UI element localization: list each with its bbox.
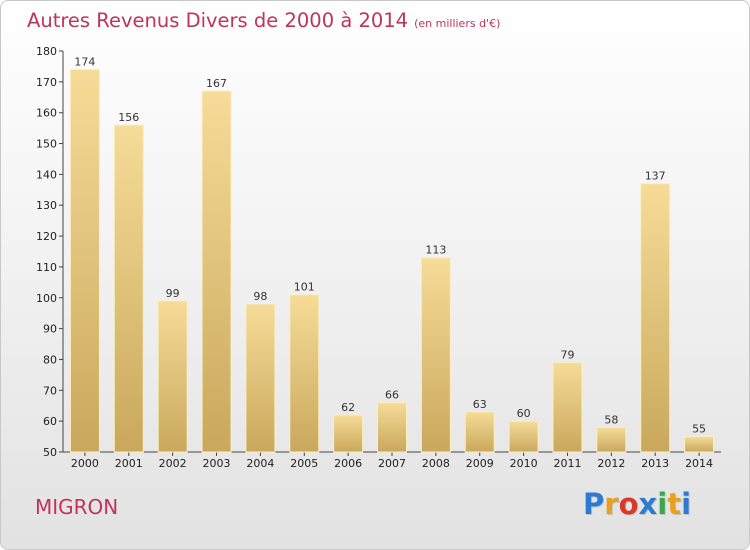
bar [420, 257, 451, 453]
logo-letter: x [638, 487, 658, 521]
bar [508, 420, 539, 453]
x-tick-label: 2001 [115, 457, 143, 470]
x-tick-label: 2010 [510, 457, 538, 470]
logo-letter: o [618, 487, 639, 521]
location-name: MIGRON [35, 495, 119, 519]
y-tick-label: 90 [43, 323, 57, 336]
y-tick-label: 120 [36, 230, 57, 243]
y-tick-label: 70 [43, 384, 57, 397]
bar-value-label: 167 [206, 77, 227, 90]
x-tick-label: 2011 [553, 457, 581, 470]
logo-letter: t [667, 487, 682, 521]
x-tick-label: 2006 [334, 457, 362, 470]
chart-subtitle: (en milliers d'€) [414, 17, 501, 30]
chart-title: Autres Revenus Divers de 2000 à 2014 (en … [27, 9, 500, 32]
x-tick-label: 2005 [290, 457, 318, 470]
bar-value-label: 99 [166, 287, 180, 300]
bar [245, 303, 276, 453]
chart-title-text: Autres Revenus Divers de 2000 à 2014 [27, 9, 409, 32]
bar-value-label: 58 [604, 413, 618, 426]
bar-value-label: 137 [645, 170, 666, 183]
x-tick-label: 2009 [466, 457, 494, 470]
bar [684, 436, 715, 453]
logo-letter: i [657, 487, 668, 521]
bar-value-label: 63 [473, 398, 487, 411]
bar [157, 300, 188, 453]
logo-letter: i [681, 487, 692, 521]
bar [552, 362, 583, 453]
y-tick-label: 170 [36, 76, 57, 89]
bar [69, 69, 100, 453]
bar [201, 90, 232, 453]
bar [377, 402, 407, 453]
bar-value-label: 66 [385, 389, 399, 402]
bar [464, 411, 495, 453]
bar [640, 183, 671, 453]
y-tick-label: 140 [36, 168, 57, 181]
x-tick-label: 2008 [422, 457, 450, 470]
bar-value-label: 156 [118, 111, 139, 124]
bar [113, 124, 144, 453]
y-tick-label: 110 [36, 261, 57, 274]
bar-value-label: 79 [560, 349, 574, 362]
x-tick-label: 2003 [203, 457, 231, 470]
x-tick-label: 2013 [641, 457, 669, 470]
bar-value-label: 98 [253, 290, 267, 303]
x-tick-label: 2012 [597, 457, 625, 470]
x-tick-label: 2014 [685, 457, 713, 470]
bar-value-label: 101 [294, 281, 315, 294]
x-tick-label: 2000 [71, 457, 99, 470]
bar-value-label: 60 [517, 407, 531, 420]
bar [289, 294, 320, 453]
y-tick-label: 180 [36, 45, 57, 58]
y-tick-label: 100 [36, 292, 57, 305]
y-tick-label: 50 [43, 446, 57, 459]
x-tick-label: 2002 [159, 457, 187, 470]
y-tick-label: 130 [36, 199, 57, 212]
bar-value-label: 62 [341, 401, 355, 414]
logo-letter: r [604, 487, 619, 521]
y-tick-label: 150 [36, 138, 57, 151]
x-tick-label: 2007 [378, 457, 406, 470]
proxiti-logo: Proxiti [583, 487, 691, 521]
x-tick-label: 2004 [246, 457, 274, 470]
y-tick-label: 160 [36, 107, 57, 120]
y-tick-label: 80 [43, 353, 57, 366]
bar [333, 414, 364, 453]
bar-value-label: 174 [74, 56, 95, 69]
y-tick-label: 60 [43, 415, 57, 428]
logo-letter: P [583, 487, 605, 521]
bar-value-label: 113 [425, 244, 446, 257]
bar [596, 426, 627, 453]
bar-value-label: 55 [692, 423, 706, 436]
